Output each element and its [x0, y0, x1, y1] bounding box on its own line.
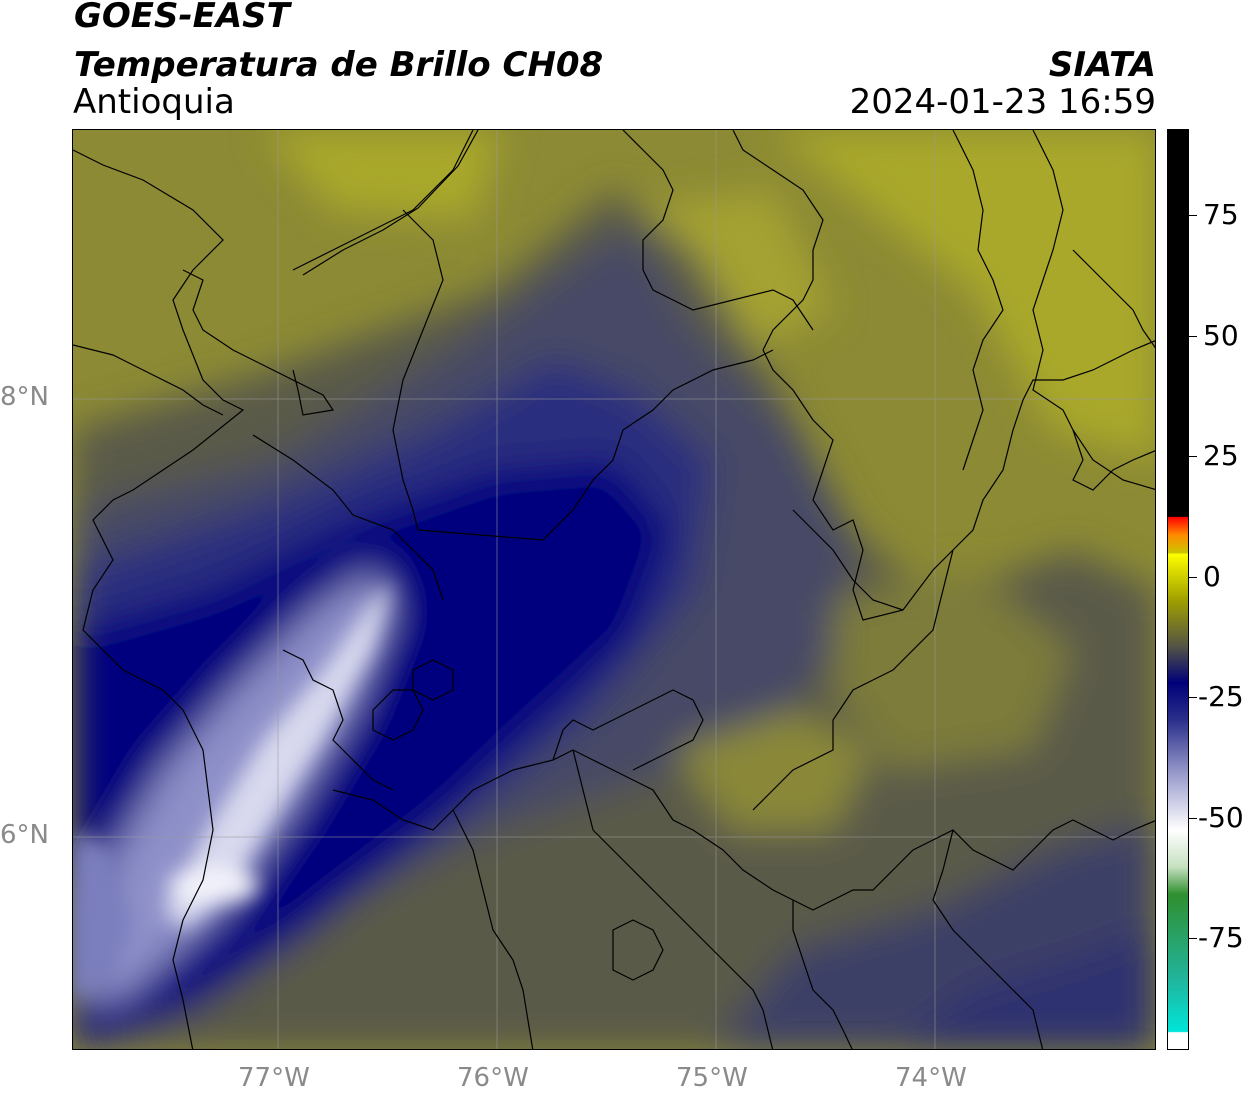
colorbar-svg — [1168, 130, 1188, 1049]
colorbar-tick — [1189, 456, 1197, 457]
lon-label-75w: 75°W — [676, 1063, 748, 1093]
colorbar-label: -50 — [1198, 801, 1244, 834]
satellite-title: GOES-EAST — [74, 0, 290, 36]
colorbar-tick — [1189, 215, 1197, 216]
colorbar-gradient — [1168, 130, 1188, 1049]
brightness-temperature-map — [72, 129, 1156, 1050]
colorbar-label: -75 — [1198, 921, 1244, 954]
colorbar — [1167, 129, 1189, 1050]
product-title: Temperatura de Brillo CH08 — [74, 45, 604, 85]
colorbar-tick — [1189, 818, 1197, 819]
colorbar-tick — [1189, 336, 1197, 337]
colorbar-tick — [1189, 697, 1197, 698]
colorbar-label: 75 — [1203, 198, 1239, 231]
colorbar-label: 0 — [1203, 560, 1221, 593]
lon-label-76w: 76°W — [457, 1063, 529, 1093]
lat-label-6n: 6°N — [0, 820, 49, 850]
boundaries — [73, 130, 1155, 1049]
colorbar-label: 50 — [1203, 319, 1239, 352]
colorbar-tick — [1189, 938, 1197, 939]
graticule — [73, 130, 1155, 1049]
colorbar-label: -25 — [1198, 680, 1244, 713]
lon-label-77w: 77°W — [238, 1063, 310, 1093]
map-svg — [73, 130, 1155, 1049]
lon-label-74w: 74°W — [895, 1063, 967, 1093]
lat-label-8n: 8°N — [0, 382, 49, 412]
brand-label: SIATA — [1048, 45, 1156, 85]
colorbar-tick — [1189, 577, 1197, 578]
colorbar-label: 25 — [1203, 439, 1239, 472]
region-label: Antioquia — [73, 82, 235, 122]
datetime-label: 2024-01-23 16:59 — [849, 82, 1156, 122]
